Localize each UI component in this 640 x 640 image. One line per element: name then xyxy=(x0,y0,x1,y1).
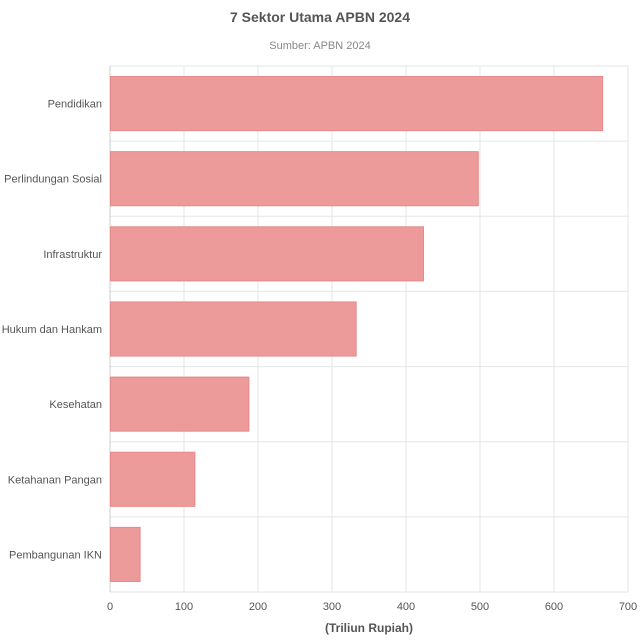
bar[interactable] xyxy=(110,226,425,282)
label-layer: 0 100 200 300 400 500 600 700 Pendidikan Perlindu… xyxy=(2,99,637,613)
bar[interactable] xyxy=(110,451,196,507)
bar[interactable] xyxy=(110,76,604,132)
x-tick-label: 400 xyxy=(397,601,415,613)
chart-title: 7 Sektor Utama APBN 2024 xyxy=(230,9,410,25)
bar-layer xyxy=(110,76,604,582)
category-label: Pendidikan xyxy=(48,99,102,111)
category-label: Perlindungan Sosial xyxy=(4,174,102,186)
x-tick-label: 600 xyxy=(545,601,563,613)
bar[interactable] xyxy=(110,376,250,432)
category-label: Kesehatan xyxy=(49,399,102,411)
x-tick-label: 200 xyxy=(249,601,267,613)
bar[interactable] xyxy=(110,301,357,357)
x-tick-label: 700 xyxy=(619,601,637,613)
x-tick-label: 500 xyxy=(471,601,489,613)
bar[interactable] xyxy=(110,151,479,207)
x-tick-label: 0 xyxy=(107,601,113,613)
category-label: Ketahanan Pangan xyxy=(8,474,102,486)
bar[interactable] xyxy=(110,526,141,582)
category-label: Pembangunan IKN xyxy=(9,549,102,561)
x-axis-label: (Triliun Rupiah) xyxy=(325,621,413,635)
x-tick-label: 300 xyxy=(323,601,341,613)
chart-subtitle: Sumber: APBN 2024 xyxy=(269,40,371,52)
x-tick-label: 100 xyxy=(175,601,193,613)
category-label: Infrastruktur xyxy=(43,249,102,261)
category-label: Hukum dan Hankam xyxy=(2,324,102,336)
